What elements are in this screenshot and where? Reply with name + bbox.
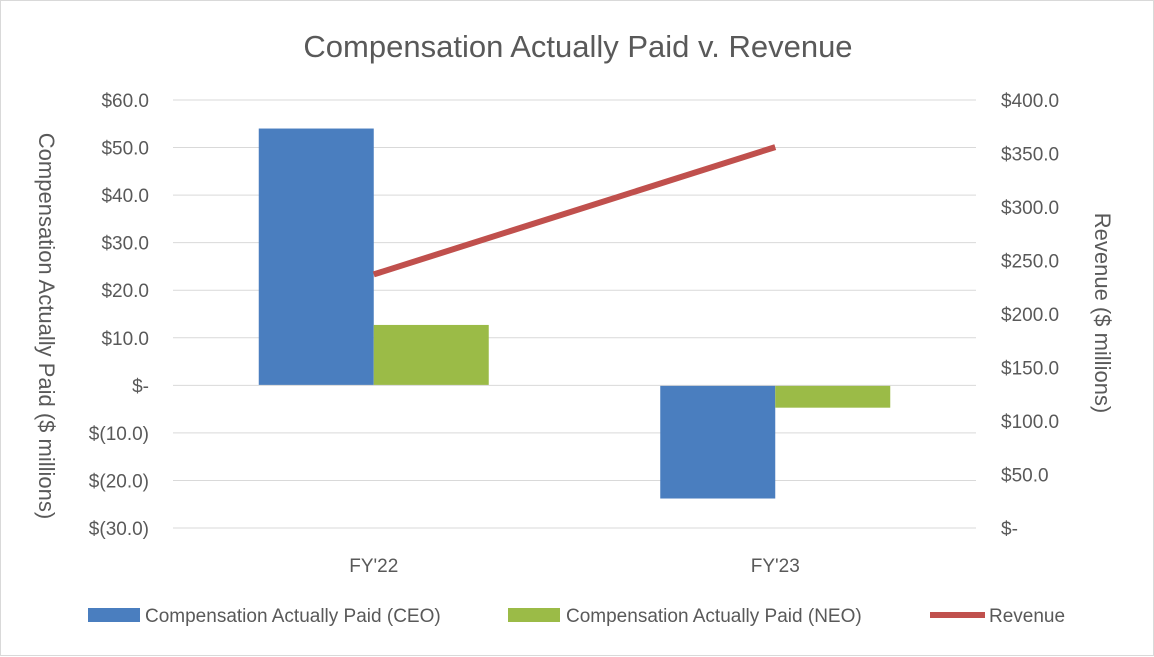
- left-tick-label: $20.0: [101, 281, 149, 302]
- left-tick-label: $-: [132, 376, 149, 397]
- right-tick-label: $350.0: [1001, 145, 1059, 166]
- legend-swatch-neo: [508, 608, 560, 622]
- legend-label-ceo: Compensation Actually Paid (CEO): [145, 606, 441, 627]
- y-axis-right-label: Revenue ($ millions): [1090, 213, 1115, 414]
- y-axis-left-label: Compensation Actually Paid ($ millions): [34, 133, 59, 519]
- bar-series: [258, 128, 891, 499]
- category-label: FY'22: [349, 556, 398, 577]
- right-tick-label: $100.0: [1001, 412, 1059, 433]
- category-label: FY'23: [751, 556, 800, 577]
- right-tick-label: $-: [1001, 519, 1018, 540]
- legend: Compensation Actually Paid (CEO) Compens…: [88, 606, 1065, 627]
- revenue-line: [372, 144, 777, 278]
- left-tick-label: $50.0: [101, 139, 149, 160]
- left-axis-ticks: $60.0 $50.0 $40.0 $30.0 $20.0 $10.0 $- $(10.0) $…: [89, 91, 149, 540]
- legend-swatch-ceo: [88, 608, 140, 622]
- bar-neo-1: [775, 385, 891, 408]
- category-labels: FY'22 FY'23: [349, 556, 800, 577]
- right-tick-label: $300.0: [1001, 198, 1059, 219]
- left-tick-label: $(20.0): [89, 471, 149, 492]
- bar-ceo-0: [258, 128, 374, 386]
- line-series: [372, 144, 777, 278]
- chart-title: Compensation Actually Paid v. Revenue: [303, 29, 852, 64]
- left-tick-label: $30.0: [101, 234, 149, 255]
- right-tick-label: $400.0: [1001, 91, 1059, 112]
- left-tick-label: $10.0: [101, 329, 149, 350]
- legend-label-neo: Compensation Actually Paid (NEO): [566, 606, 862, 627]
- left-tick-label: $(10.0): [89, 424, 149, 445]
- legend-label-revenue: Revenue: [989, 606, 1065, 627]
- bar-neo-0: [373, 324, 489, 386]
- right-tick-label: $200.0: [1001, 305, 1059, 326]
- left-tick-label: $40.0: [101, 186, 149, 207]
- bar-ceo-1: [660, 385, 776, 499]
- right-tick-label: $50.0: [1001, 466, 1049, 487]
- right-tick-label: $150.0: [1001, 359, 1059, 380]
- left-tick-label: $60.0: [101, 91, 149, 112]
- left-tick-label: $(30.0): [89, 519, 149, 540]
- right-axis-ticks: $400.0 $350.0 $300.0 $250.0 $200.0 $150.0 $100…: [1001, 91, 1059, 540]
- right-tick-label: $250.0: [1001, 252, 1059, 273]
